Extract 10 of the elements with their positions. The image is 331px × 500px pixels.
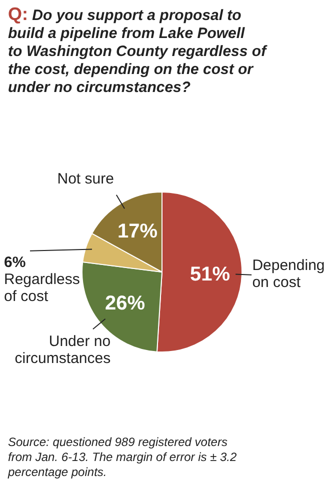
data-label: 51%	[190, 264, 230, 286]
data-label: 6%	[4, 254, 26, 271]
data-label: 17%	[118, 220, 158, 243]
data-label: 26%	[105, 292, 146, 315]
slice-label: Not sure	[57, 170, 114, 188]
source-note: Source: questioned 989 registered voters from Jan. 6-13. The margin of error is ± 3.2 percentage points.	[7, 435, 237, 479]
chart-title: Q: Do you support a proposal to build a pipeline from Lake Powell to Washington County regardless of the cost, depending on the cost or under no circumstances?	[8, 4, 268, 96]
slice-label: Regardless of cost	[4, 270, 80, 305]
slice-label: Under no circumstances	[14, 333, 111, 368]
slice-label: Depending on cost	[252, 256, 325, 291]
